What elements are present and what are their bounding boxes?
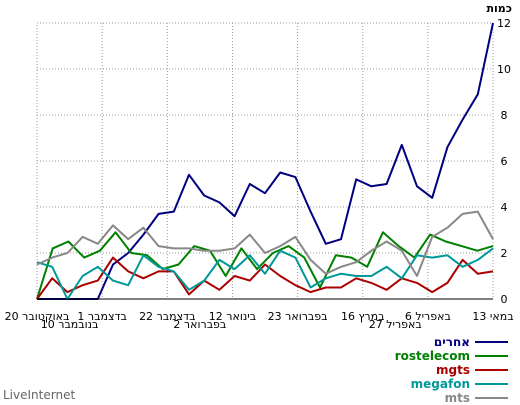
x-tick-label: 2 בפברואר [173,318,226,331]
x-tick-label: 6 באפריל [405,310,451,323]
series-line-rostelecom [36,231,494,300]
series-line-mts [36,210,494,277]
axis-layer: 0 2 4 6 8 10 12 13 במאי 6 באפריל 16 במרץ 23 בפברוא… [5,17,514,331]
y-tick-label: 0 [501,293,508,306]
legend-label: rostelecom [395,349,470,363]
y-tick-label: 2 [501,247,508,260]
y-axis-title: כמות [487,2,512,15]
x-tick-label: 10 בנובמבר [41,318,99,331]
x-tick-label: 23 בפברואר [268,310,328,323]
legend-label: megafon [411,377,470,391]
y-tick-label: 6 [501,155,508,168]
x-tick-label: 22 בדצמבר [139,310,195,323]
y-tick-label: 4 [501,201,508,214]
x-tick-label: 16 במרץ [341,310,384,323]
x-tick-label: 20 באוקטובר [5,310,70,323]
y-tick-label: 10 [497,63,511,76]
series-line-mgts [36,256,494,300]
legend-label: mgts [436,363,470,377]
series-line-אחרים [37,22,494,300]
y-tick-label: 8 [501,109,508,122]
x-tick-label: 1 בדצמבר [77,310,126,323]
x-tick-label: 12 בינואר [209,310,256,323]
x-tick-label: 27 באפריל [369,318,422,331]
series-line-megafon [36,247,494,300]
legend-label: mts [445,391,470,405]
y-tick-label: 12 [497,17,511,30]
brand-label: LiveInternet [3,388,75,402]
legend-label: אחרים [434,335,470,349]
series-layer [36,22,494,300]
x-tick-label: 13 במאי [472,310,513,323]
